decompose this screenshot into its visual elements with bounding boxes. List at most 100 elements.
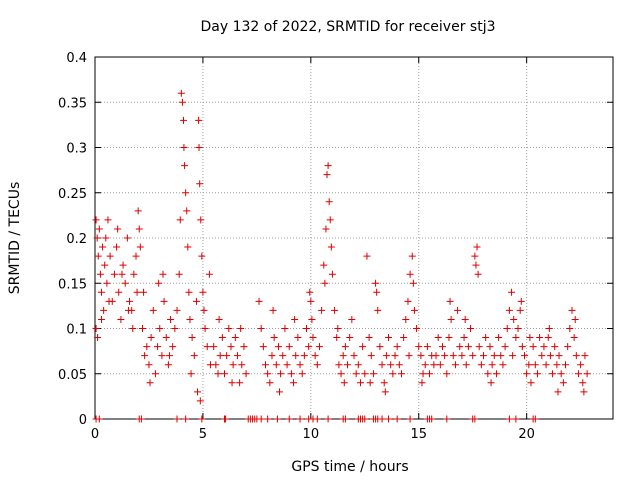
- data-point: [130, 270, 138, 278]
- data-point: [397, 370, 405, 378]
- data-point: [367, 352, 375, 360]
- data-point: [346, 334, 354, 342]
- data-point: [140, 288, 148, 296]
- data-point: [517, 297, 525, 305]
- data-point: [555, 352, 563, 360]
- data-point: [497, 352, 505, 360]
- data-point: [273, 415, 281, 423]
- data-point: [197, 216, 205, 224]
- data-point: [418, 379, 426, 387]
- data-point: [92, 325, 100, 332]
- data-point: [200, 306, 208, 314]
- data-point: [242, 370, 250, 378]
- data-point: [185, 288, 193, 296]
- data-point: [545, 325, 553, 332]
- data-point: [509, 352, 517, 360]
- data-point: [337, 370, 345, 378]
- data-point: [137, 415, 145, 423]
- data-point: [495, 334, 503, 342]
- data-point: [471, 415, 479, 423]
- data-point: [306, 288, 314, 296]
- data-point: [369, 370, 377, 378]
- data-point: [277, 370, 285, 378]
- data-point: [117, 315, 125, 323]
- x-tick-label: 20: [518, 427, 535, 442]
- data-point: [341, 415, 349, 423]
- data-point: [132, 252, 140, 260]
- data-point: [160, 297, 168, 305]
- data-point: [190, 352, 198, 360]
- data-point: [393, 343, 401, 351]
- data-point: [229, 361, 237, 369]
- data-point: [268, 352, 276, 360]
- data-point: [378, 361, 386, 369]
- data-point: [447, 315, 455, 323]
- data-point: [354, 361, 362, 369]
- data-point: [305, 343, 313, 351]
- data-point: [446, 297, 454, 305]
- data-point: [579, 379, 587, 387]
- data-point: [257, 415, 265, 423]
- x-tick-label: 0: [91, 427, 99, 442]
- data-point: [445, 334, 453, 342]
- data-point: [177, 89, 185, 97]
- data-point: [462, 361, 470, 369]
- x-axis-label: GPS time / hours: [291, 459, 408, 475]
- data-point: [113, 243, 121, 251]
- data-point: [292, 352, 300, 360]
- data-point: [581, 352, 589, 360]
- data-point: [283, 361, 291, 369]
- data-point: [225, 325, 233, 332]
- data-point: [328, 270, 336, 278]
- data-point: [512, 334, 520, 342]
- data-point: [236, 379, 244, 387]
- data-point: [505, 306, 513, 314]
- data-point: [222, 415, 230, 423]
- data-point: [179, 116, 187, 124]
- data-point: [259, 343, 267, 351]
- data-point: [176, 216, 184, 224]
- data-point: [514, 325, 522, 332]
- data-point: [196, 397, 204, 405]
- data-point: [156, 325, 164, 332]
- data-point: [365, 334, 373, 342]
- data-point: [382, 352, 390, 360]
- data-point: [175, 270, 183, 278]
- data-point: [421, 361, 429, 369]
- y-tick-label: 0.4: [66, 51, 87, 66]
- data-point: [352, 370, 360, 378]
- data-point: [423, 343, 431, 351]
- y-tick-label: 0.1: [66, 323, 87, 338]
- data-point: [97, 288, 105, 296]
- data-point: [145, 361, 153, 369]
- data-point: [187, 370, 195, 378]
- data-point: [237, 325, 245, 332]
- data-point: [192, 297, 200, 305]
- data-point: [323, 171, 331, 179]
- data-point: [454, 306, 462, 314]
- data-point: [164, 361, 172, 369]
- data-point: [408, 252, 416, 260]
- data-point: [270, 334, 278, 342]
- data-point: [119, 261, 127, 269]
- x-tick-label: 15: [410, 427, 427, 442]
- data-point: [182, 415, 190, 423]
- data-point: [216, 352, 224, 360]
- data-point: [123, 234, 131, 242]
- data-point: [350, 352, 358, 360]
- data-point: [115, 288, 123, 296]
- data-point: [178, 98, 186, 106]
- chart-title: Day 132 of 2022, SRMTID for receiver stj…: [201, 19, 496, 35]
- data-point: [198, 415, 206, 423]
- data-point: [173, 306, 181, 314]
- data-point: [133, 288, 141, 296]
- data-point: [188, 334, 196, 342]
- data-point: [456, 343, 464, 351]
- data-point: [400, 334, 408, 342]
- data-point: [551, 343, 559, 351]
- data-point: [272, 361, 280, 369]
- data-point: [482, 334, 490, 342]
- data-point: [389, 370, 397, 378]
- data-point: [409, 279, 417, 287]
- data-point: [516, 306, 524, 314]
